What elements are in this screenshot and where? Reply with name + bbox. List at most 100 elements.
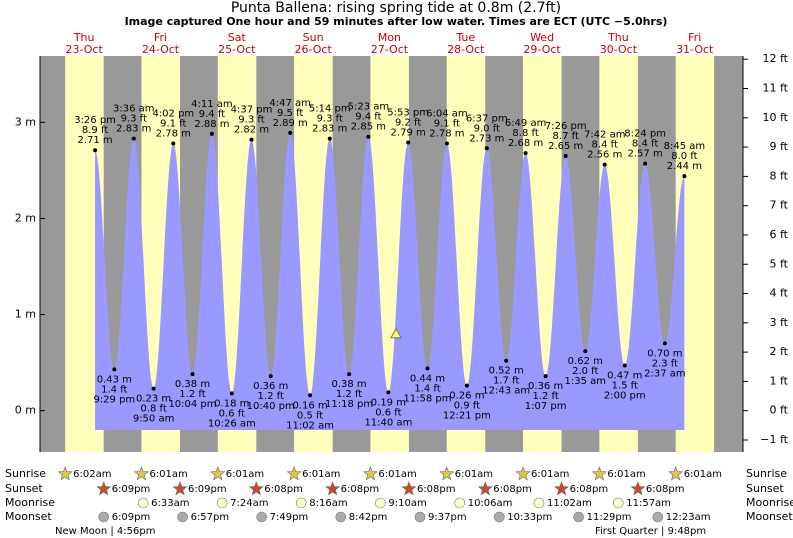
- tide-point: [308, 393, 313, 398]
- tide-time: 1:07 pm: [525, 401, 567, 412]
- tide-point: [249, 137, 254, 142]
- tide-height-ft: 9.3 ft: [317, 114, 343, 125]
- tide-point: [662, 341, 667, 346]
- moonrise-icon: [533, 497, 545, 509]
- sunrise-icon: [515, 466, 531, 481]
- moon-phase: First Quarter | 9:48pm: [595, 526, 706, 537]
- moon-phase: New Moon | 4:56pm: [55, 526, 155, 537]
- tide-point: [464, 383, 469, 388]
- tide-time: 5:53 pm: [387, 108, 429, 119]
- row-label: Sunset: [5, 482, 43, 495]
- chart-title: Punta Ballena: rising spring tide at 0.8…: [231, 0, 561, 16]
- tide-time: 6:37 pm: [466, 113, 508, 124]
- tide-height-m: 2.56 m: [587, 150, 622, 161]
- moonset-time: 11:29pm: [587, 512, 632, 523]
- tide-point: [112, 367, 117, 372]
- moonset-time: 7:49pm: [270, 512, 309, 523]
- tide-height-ft: 0.8 ft: [140, 404, 166, 415]
- date-label: 26-Oct: [294, 43, 332, 56]
- sunset-icon: [477, 481, 493, 496]
- tide-time: 11:02 am: [286, 420, 334, 431]
- sunrise-time: 6:01am: [149, 469, 187, 480]
- tide-height-ft: 0.6 ft: [375, 407, 401, 418]
- date-label: 29-Oct: [523, 43, 561, 56]
- tide-time: 4:47 am: [269, 98, 311, 109]
- tide-area: [95, 132, 685, 430]
- tide-time: 10:26 am: [208, 418, 256, 429]
- date-label: 28-Oct: [447, 43, 485, 56]
- date-label: 24-Oct: [142, 43, 180, 56]
- tide-height-m: 2.68 m: [508, 138, 543, 149]
- tide-height-m: 0.52 m: [489, 366, 524, 377]
- tide-height-m: 0.62 m: [568, 356, 603, 367]
- y-tick-label: 1 m: [15, 308, 36, 321]
- tide-point: [171, 141, 176, 146]
- moonrise-time: 11:57am: [626, 498, 671, 509]
- tide-height-m: 0.23 m: [136, 394, 171, 405]
- tide-height-m: 2.88 m: [194, 119, 229, 130]
- tide-height-m: 0.36 m: [528, 381, 563, 392]
- moonrise-time: 10:06am: [468, 498, 513, 509]
- sunset-time: 6:08pm: [264, 484, 303, 495]
- tide-height-ft: 0.9 ft: [454, 401, 480, 412]
- tide-height-m: 2.83 m: [312, 124, 347, 135]
- sunrise-time: 6:01am: [378, 469, 416, 480]
- moonset-icon: [573, 511, 584, 523]
- moonset-time: 6:57pm: [191, 512, 230, 523]
- tide-time: 4:02 pm: [152, 108, 194, 119]
- y2-tick-label: 0 ft: [770, 404, 789, 417]
- sunrise-icon: [362, 466, 378, 481]
- row-label: Sunrise: [5, 467, 46, 480]
- tide-height-m: 2.44 m: [667, 161, 702, 172]
- moonrise-time: 6:33am: [151, 498, 189, 509]
- tide-height-ft: 1.2 ft: [336, 389, 362, 400]
- tide-time: 6:04 am: [426, 108, 468, 119]
- tide-time: 9:29 pm: [93, 394, 135, 405]
- tide-time: 11:40 am: [364, 417, 412, 428]
- tide-height-ft: 9.5 ft: [277, 108, 303, 119]
- day-label: Thu: [73, 31, 95, 44]
- moonset-icon: [494, 511, 505, 523]
- y2-tick-label: 9 ft: [770, 140, 789, 153]
- day-label: Sat: [228, 31, 247, 44]
- tide-point: [209, 131, 214, 136]
- sunrise-icon: [286, 466, 302, 481]
- tide-time: 11:18 pm: [325, 399, 373, 410]
- tide-height-m: 0.38 m: [331, 379, 366, 390]
- day-label: Wed: [530, 31, 554, 44]
- tide-height-m: 0.47 m: [607, 370, 642, 381]
- tide-height-m: 2.89 m: [273, 118, 308, 129]
- sunset-icon: [554, 481, 570, 496]
- sunrise-time: 6:01am: [302, 469, 340, 480]
- tide-point: [622, 363, 627, 368]
- moonset-time: 10:33pm: [507, 512, 552, 523]
- tide-height-ft: 9.0 ft: [474, 123, 500, 134]
- moonrise-time: 8:16am: [309, 498, 347, 509]
- tide-point: [366, 134, 371, 139]
- tide-height-m: 2.85 m: [351, 122, 386, 133]
- date-label: 25-Oct: [218, 43, 256, 56]
- day-label: Fri: [688, 31, 701, 44]
- tide-height-ft: 1.4 ft: [101, 384, 127, 395]
- tide-time: 10:40 pm: [247, 401, 295, 412]
- tide-point: [643, 161, 648, 166]
- row-label: Moonrise: [746, 496, 793, 509]
- moonset-icon: [652, 511, 664, 523]
- moonset-time: 9:37pm: [428, 512, 467, 523]
- y2-tick-label: 2 ft: [770, 345, 789, 358]
- tide-height-m: 0.38 m: [175, 379, 210, 390]
- day-label: Thu: [607, 31, 629, 44]
- tide-height-m: 0.16 m: [292, 400, 327, 411]
- moonset-icon: [335, 511, 347, 523]
- y2-tick-label: 3 ft: [770, 316, 789, 329]
- tide-point: [504, 358, 509, 363]
- tide-point: [347, 372, 352, 377]
- tide-point: [406, 140, 411, 145]
- day-label: Sun: [303, 31, 324, 44]
- tide-height-ft: 9.4 ft: [355, 112, 381, 123]
- tide-height-ft: 1.5 ft: [612, 380, 638, 391]
- current-level-marker: [390, 327, 402, 339]
- sunset-icon: [630, 481, 646, 496]
- tide-height-ft: 0.6 ft: [219, 408, 245, 419]
- tide-point: [268, 374, 273, 379]
